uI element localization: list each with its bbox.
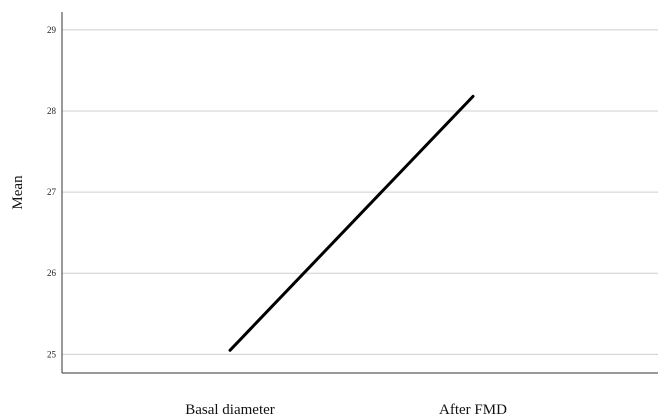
x-category-label: Basal diameter xyxy=(185,402,275,418)
y-tick-label: 29 xyxy=(47,25,57,35)
y-tick-label: 26 xyxy=(47,268,57,278)
y-tick-label: 28 xyxy=(47,106,57,116)
series-layer xyxy=(228,94,475,352)
y-gridlines xyxy=(62,29,658,355)
y-tick-label: 25 xyxy=(47,349,57,359)
y-tick-label: 27 xyxy=(47,187,57,197)
y-axis-title: Mean xyxy=(10,175,26,210)
series-line xyxy=(228,94,475,352)
y-tick-labels: 25 26 27 28 29 xyxy=(47,25,57,359)
x-category-label: After FMD xyxy=(439,402,507,418)
x-category-labels: Basal diameter After FMD xyxy=(185,402,507,418)
